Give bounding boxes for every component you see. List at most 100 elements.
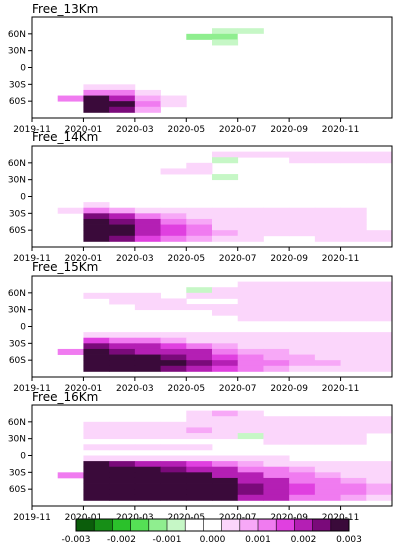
heatmap-cell: [109, 348, 136, 355]
heatmap-cell: [186, 421, 213, 428]
heatmap-cell: [83, 427, 110, 434]
heatmap-cell: [212, 421, 239, 428]
heatmap-cell: [366, 427, 393, 434]
heatmap-cell: [263, 218, 290, 225]
colorbar-tick-label: 0.000: [200, 535, 226, 545]
heatmap-cell: [289, 348, 316, 355]
heatmap-cell: [289, 230, 316, 237]
x-tick-label: 2019-11: [13, 384, 51, 394]
colorbar-tick-label: 0.002: [291, 535, 317, 545]
heatmap-cell: [263, 427, 290, 434]
heatmap-cell: [57, 95, 84, 102]
y-tick-label: 30S: [9, 468, 26, 478]
heatmap-cell: [263, 354, 290, 361]
x-tick-label: 2020-09: [270, 384, 308, 394]
heatmap-cell: [289, 315, 316, 322]
heatmap-cell: [83, 224, 110, 231]
y-tick-label: 0: [20, 64, 26, 74]
heatmap-cell: [237, 365, 264, 372]
heatmap-cell: [340, 281, 367, 288]
heatmap-cell: [340, 433, 367, 440]
heatmap-cell: [366, 22, 393, 29]
heatmap-cell: [134, 235, 161, 242]
heatmap-cell: [314, 427, 341, 434]
heatmap-cell: [314, 292, 341, 299]
x-tick-label: 2020-07: [219, 125, 257, 135]
heatmap-cell: [289, 438, 316, 445]
heatmap-cell: [83, 421, 110, 428]
heatmap-cell: [289, 304, 316, 311]
x-tick-label: 2020-01: [65, 254, 103, 264]
heatmap-cell: [263, 337, 290, 344]
heatmap-cell: [83, 343, 110, 350]
heatmap-cell: [314, 433, 341, 440]
heatmap-cell: [314, 489, 341, 496]
heatmap-cell: [340, 230, 367, 237]
heatmap-cell: [134, 444, 161, 451]
heatmap-cell: [160, 365, 187, 372]
heatmap-cell: [186, 287, 213, 294]
heatmap-cell: [212, 39, 239, 46]
heatmap-cell: [134, 472, 161, 479]
heatmap-cell: [366, 461, 393, 468]
heatmap-cell: [186, 332, 213, 339]
heatmap-cell: [160, 472, 187, 479]
heatmap-cell: [263, 230, 290, 237]
heatmap-cell: [366, 360, 393, 367]
heatmap-cell: [340, 472, 367, 479]
heatmap-cell: [340, 157, 367, 164]
panel-title: Free_13Km: [32, 2, 98, 16]
heatmap-cell: [237, 315, 264, 322]
heatmap-cell: [237, 494, 264, 501]
heatmap-cell: [134, 489, 161, 496]
heatmap-cell: [109, 337, 136, 344]
heatmap-cell: [314, 230, 341, 237]
heatmap-cell: [237, 360, 264, 367]
heatmap-cell: [109, 455, 136, 462]
heatmap-cell: [366, 281, 393, 288]
heatmap-cell: [109, 89, 136, 96]
heatmap-cell: [314, 281, 341, 288]
x-tick-label: 2020-07: [219, 254, 257, 264]
heatmap-cell: [83, 332, 110, 339]
heatmap-cell: [289, 332, 316, 339]
heatmap-cell: [212, 477, 239, 484]
heatmap-cell: [314, 466, 341, 473]
heatmap-cell: [160, 168, 187, 175]
x-tick-label: 2020-05: [167, 254, 205, 264]
heatmap-cell: [160, 455, 187, 462]
heatmap-cell: [212, 157, 239, 164]
heatmap-cell: [263, 433, 290, 440]
heatmap-cell: [134, 494, 161, 501]
heatmap-cell: [314, 235, 341, 242]
heatmap-cell: [212, 33, 239, 40]
heatmap-cell: [109, 365, 136, 372]
heatmap-cell: [109, 483, 136, 490]
heatmap-cell: [160, 444, 187, 451]
y-tick-label: 30N: [8, 47, 26, 57]
heatmap-cell: [366, 343, 393, 350]
heatmap-cell: [263, 22, 290, 29]
heatmap-cell: [340, 489, 367, 496]
y-tick-label: 60N: [8, 418, 26, 428]
heatmap-cell: [83, 472, 110, 479]
panel: 60N 30N 0 30S 60S 2019-11 2020-01 2020-03 2020-0…: [8, 145, 393, 264]
heatmap-cell: [314, 332, 341, 339]
heatmap-cell: [340, 218, 367, 225]
heatmap-cell: [186, 235, 213, 242]
heatmap-cell: [237, 433, 264, 440]
heatmap-cell: [237, 235, 264, 242]
heatmap-cell: [263, 455, 290, 462]
heatmap-cell: [186, 213, 213, 220]
heatmap-cell: [314, 157, 341, 164]
heatmap-cell: [289, 494, 316, 501]
heatmap-cell: [109, 421, 136, 428]
heatmap-cell: [237, 281, 264, 288]
heatmap-cell: [237, 332, 264, 339]
heatmap-cell: [186, 455, 213, 462]
heatmap-cell: [109, 489, 136, 496]
heatmap-cell: [212, 28, 239, 35]
heatmap-cell: [186, 472, 213, 479]
heatmap-cell: [186, 343, 213, 350]
